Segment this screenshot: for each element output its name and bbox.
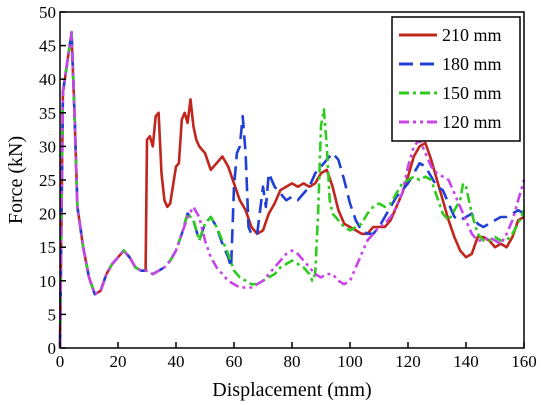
x-tick-label: 140 xyxy=(453,352,479,371)
y-tick-label: 10 xyxy=(39,272,56,291)
x-tick-label: 160 xyxy=(511,352,537,371)
y-tick-label: 30 xyxy=(39,137,56,156)
series-line-1 xyxy=(58,30,525,349)
x-tick-label: 0 xyxy=(56,352,65,371)
y-tick-label: 15 xyxy=(39,238,56,257)
legend-label-1: 180 mm xyxy=(442,54,502,74)
legend-label-2: 150 mm xyxy=(442,83,502,103)
legend-label-3: 120 mm xyxy=(442,112,502,132)
y-tick-label: 5 xyxy=(48,305,57,324)
x-tick-label: 60 xyxy=(226,352,243,371)
y-tick-label: 40 xyxy=(39,70,56,89)
x-tick-label: 100 xyxy=(337,352,363,371)
x-tick-label: 20 xyxy=(110,352,127,371)
legend-box xyxy=(391,16,521,142)
y-tick-label: 45 xyxy=(39,37,56,56)
series-line-3 xyxy=(58,30,526,349)
axes-layer: 0 20 40 60 80 100 120 140 160 0 5 10 15 20 25 30 35 40 45 5… xyxy=(39,3,537,371)
series-layer xyxy=(58,30,526,349)
y-tick-label: 35 xyxy=(39,104,56,123)
y-tick-label: 25 xyxy=(39,171,56,190)
x-tick-label: 120 xyxy=(395,352,421,371)
x-tick-label: 80 xyxy=(284,352,301,371)
x-tick-label: 40 xyxy=(168,352,185,371)
y-tick-label: 0 xyxy=(48,339,57,358)
y-axis-title: Force (kN) xyxy=(5,136,27,224)
y-tick-label: 50 xyxy=(39,3,56,22)
legend: 210 mm 180 mm 150 mm 120 mm xyxy=(391,16,521,142)
y-tick-label: 20 xyxy=(39,205,56,224)
legend-label-0: 210 mm xyxy=(442,25,502,45)
x-axis-title: Displacement (mm) xyxy=(212,379,371,401)
series-line-2 xyxy=(58,30,526,349)
